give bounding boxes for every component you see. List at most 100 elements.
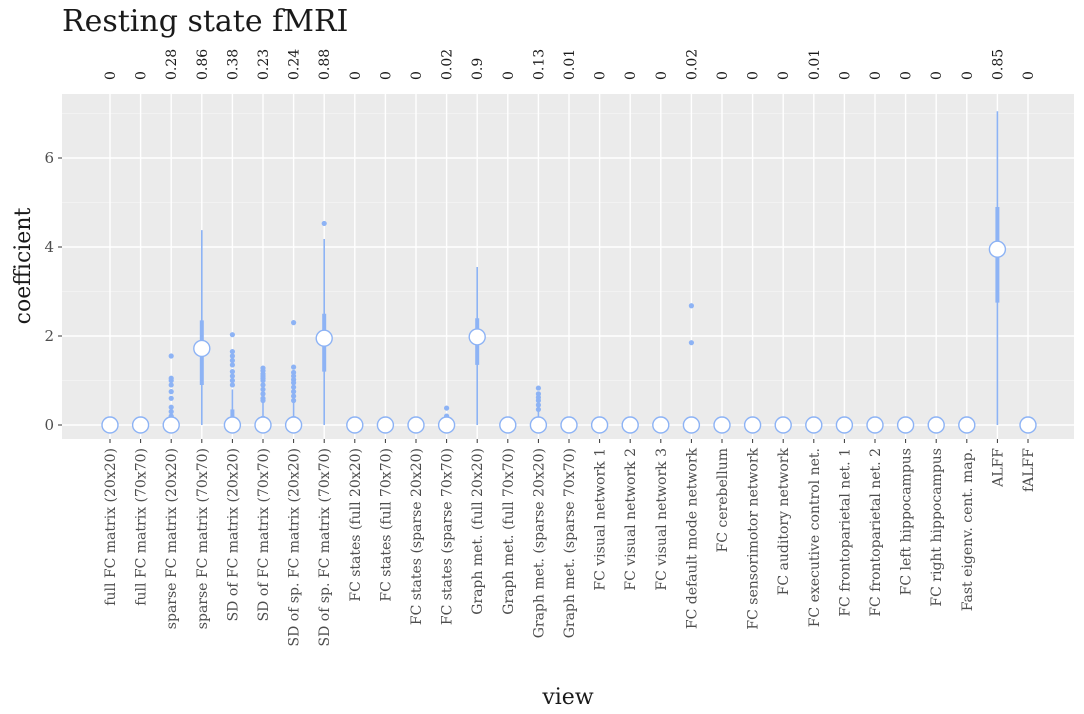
x-tick-label: SD of sp. FC matrix (70x70) bbox=[317, 448, 333, 646]
median-point bbox=[346, 416, 364, 434]
outlier-point bbox=[444, 405, 450, 411]
y-axis-title: coefficient bbox=[11, 208, 36, 325]
y-tick-label: 4 bbox=[44, 238, 54, 256]
x-tick-label: FC cerebellum bbox=[715, 448, 731, 552]
top-label: 0 bbox=[899, 71, 915, 80]
x-axis: full FC matrix (20x20) full FC matrix (70… bbox=[103, 439, 1037, 646]
outlier-point bbox=[535, 406, 542, 413]
chart-title: Resting state fMRI bbox=[62, 4, 348, 39]
median-point bbox=[437, 416, 456, 434]
median-point bbox=[713, 416, 731, 434]
top-label: 0.28 bbox=[164, 49, 180, 80]
y-axis: 0 2 4 6 bbox=[44, 149, 62, 434]
outlier-point bbox=[688, 303, 695, 309]
median-point bbox=[284, 416, 303, 434]
x-axis-title: view bbox=[541, 685, 593, 710]
outlier-point bbox=[229, 373, 235, 379]
x-tick-label: FC sensorimotor network bbox=[746, 447, 762, 629]
outlier-point bbox=[229, 332, 235, 338]
top-label: 0 bbox=[837, 71, 853, 80]
x-tick-label: FC frontoparietal net. 1 bbox=[837, 448, 853, 617]
top-label: 0 bbox=[868, 71, 884, 80]
median-point bbox=[835, 416, 854, 434]
outlier-point bbox=[535, 402, 542, 408]
top-label: 0.13 bbox=[531, 49, 547, 80]
outlier-point bbox=[535, 391, 542, 397]
x-tick-label: FC visual network 3 bbox=[654, 448, 670, 591]
outlier-point bbox=[321, 220, 327, 227]
outlier-point bbox=[229, 377, 235, 384]
median-point bbox=[131, 416, 150, 434]
median-point bbox=[896, 416, 915, 434]
outlier-point bbox=[168, 404, 174, 410]
outlier-point bbox=[168, 375, 174, 381]
median-point bbox=[315, 329, 333, 347]
outlier-point bbox=[168, 353, 174, 359]
x-tick-label: FC visual network 2 bbox=[623, 448, 639, 591]
outlier-point bbox=[688, 340, 695, 346]
outlier-point bbox=[291, 384, 297, 390]
x-tick-label: sparse FC matrix (20x20) bbox=[164, 448, 180, 629]
outlier-point bbox=[260, 395, 266, 401]
top-label: 0 bbox=[134, 71, 150, 80]
median-point bbox=[621, 416, 639, 434]
x-tick-label: full FC matrix (20x20) bbox=[103, 448, 119, 606]
median-point bbox=[376, 416, 395, 434]
top-label: 0 bbox=[348, 71, 364, 80]
outlier-point bbox=[535, 385, 542, 391]
top-label: 0.02 bbox=[684, 49, 700, 80]
outlier-point bbox=[229, 382, 235, 388]
outlier-point bbox=[260, 365, 266, 371]
median-point bbox=[560, 416, 578, 434]
outlier-point bbox=[291, 377, 297, 383]
x-tick-label: fALFF bbox=[1021, 448, 1037, 492]
x-tick-label: FC right hippocampus bbox=[929, 448, 945, 607]
x-tick-label: Graph met. (full 20x20) bbox=[470, 448, 486, 615]
top-label: 0 bbox=[501, 71, 517, 80]
x-tick-label: FC left hippocampus bbox=[899, 448, 915, 595]
outlier-point bbox=[291, 389, 297, 395]
x-tick-label: FC states (full 70x70) bbox=[378, 448, 394, 602]
outlier-point bbox=[168, 389, 174, 395]
chart-marks bbox=[101, 111, 1037, 434]
x-tick-label: FC states (full 20x20) bbox=[348, 448, 364, 602]
top-label: 0.01 bbox=[562, 49, 578, 80]
y-tick-label: 0 bbox=[44, 416, 54, 434]
top-label: 0 bbox=[593, 71, 609, 80]
outlier-point bbox=[168, 382, 174, 388]
median-point bbox=[1019, 416, 1037, 434]
outlier-point bbox=[229, 353, 235, 359]
outlier-point bbox=[260, 382, 266, 388]
top-label: 0 bbox=[409, 71, 425, 80]
x-tick-label: FC frontoparietal net. 2 bbox=[868, 448, 884, 617]
x-tick-label: FC auditory network bbox=[776, 447, 792, 595]
x-tick-label: FC states (sparse 70x70) bbox=[440, 448, 456, 625]
plot-panel bbox=[62, 94, 1074, 439]
median-point bbox=[682, 416, 701, 434]
y-tick-label: 6 bbox=[44, 149, 54, 167]
top-label: 0.38 bbox=[225, 49, 241, 80]
top-label: 0.01 bbox=[807, 49, 823, 80]
y-tick-label: 2 bbox=[44, 327, 54, 345]
top-label: 0.85 bbox=[990, 49, 1006, 80]
top-label: 0.86 bbox=[195, 49, 211, 80]
top-label: 0.24 bbox=[287, 49, 303, 80]
median-point bbox=[162, 416, 180, 434]
x-tick-label: Graph met. (full 70x70) bbox=[501, 448, 517, 615]
outlier-point bbox=[229, 348, 235, 355]
median-point bbox=[499, 416, 517, 434]
outlier-point bbox=[291, 373, 297, 379]
median-point bbox=[529, 416, 548, 434]
x-tick-label: SD of sp. FC matrix (20x20) bbox=[287, 448, 303, 646]
outlier-point bbox=[260, 391, 266, 397]
outlier-point bbox=[291, 364, 297, 370]
median-point bbox=[101, 416, 119, 434]
top-labels: 0 0 0.28 0.86 0.38 0.23 0.24 0.88 0 0 0 0.02 0.9 0 0.1… bbox=[103, 49, 1037, 80]
outlier-point bbox=[168, 409, 174, 415]
top-label: 0 bbox=[654, 71, 670, 80]
outlier-point bbox=[535, 394, 542, 401]
x-tick-label: SD of FC matrix (20x20) bbox=[225, 448, 241, 621]
median-point bbox=[988, 240, 1007, 258]
top-label: 0 bbox=[960, 71, 976, 80]
